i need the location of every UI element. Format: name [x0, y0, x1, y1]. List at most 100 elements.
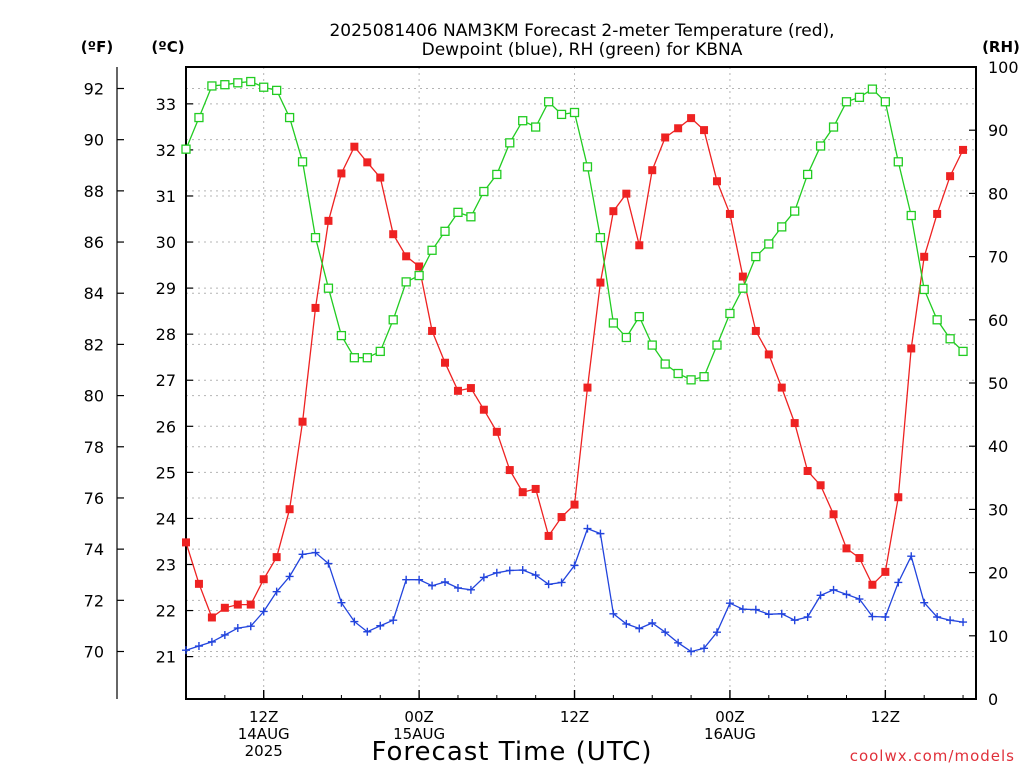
dewpoint-point: [453, 583, 462, 592]
fahrenheit-tick-label: 78: [84, 438, 104, 457]
fahrenheit-tick-label: 70: [84, 643, 104, 662]
series: [181, 76, 968, 656]
temperature-point: [596, 278, 605, 287]
rh-point: [608, 318, 619, 328]
x-tick-label: 12Z: [871, 708, 900, 726]
celsius-tick-label: 27: [156, 371, 176, 390]
rh-point: [647, 340, 657, 350]
rh-point: [919, 284, 929, 295]
rh-series: [181, 76, 968, 385]
fahrenheit-tick-label: 92: [84, 79, 104, 98]
x-axis-label: Forecast Time (UTC): [371, 737, 652, 767]
dewpoint-point: [855, 595, 864, 604]
dewpoint-point: [920, 598, 929, 607]
dewpoint-point: [583, 524, 592, 533]
temperature-point: [557, 513, 566, 522]
dewpoint-point: [868, 612, 877, 621]
dewpoint-point: [311, 548, 320, 557]
x-tick-label: 16AUG: [704, 725, 756, 743]
rh-point: [466, 212, 476, 222]
rh-point: [427, 245, 437, 255]
rh-point: [854, 92, 865, 102]
dewpoint-point: [738, 605, 747, 614]
temperature-point: [272, 553, 281, 562]
dewpoint-point: [596, 529, 605, 538]
x-tick-label: 12Z: [249, 708, 278, 726]
temperature-point: [182, 538, 190, 547]
rh-point: [362, 353, 372, 363]
dewpoint-point: [285, 572, 294, 581]
rh-unit-label: (RH): [982, 38, 1020, 56]
dewpoint-point: [933, 613, 942, 622]
temperature-point: [725, 209, 734, 218]
rh-point: [867, 84, 878, 94]
temperature-point: [738, 272, 747, 281]
temperature-point: [492, 427, 501, 436]
rh-point: [893, 157, 903, 167]
dewpoint-point: [700, 644, 709, 653]
rh-point: [181, 144, 191, 154]
temperature-point: [453, 386, 462, 395]
temperature-point: [907, 344, 916, 353]
temperature-point: [790, 419, 799, 428]
rh-tick-label: 100: [988, 58, 1019, 77]
chart-title: 2025081406 NAM3KM Forecast 2-meter Tempe…: [329, 21, 834, 41]
temperature-point: [842, 544, 851, 553]
dewpoint-point: [324, 559, 333, 568]
celsius-tick-label: 23: [156, 555, 176, 574]
temperature-point: [855, 554, 864, 563]
rh-tick-label: 70: [988, 248, 1008, 267]
dewpoint-point: [959, 618, 968, 627]
axes: 21 22 23 24 25 26 27 28 29 30 31 32 33 70 72 74 76 78 80 82…: [84, 58, 1019, 760]
dewpoint-point: [182, 646, 190, 655]
temperature-point: [609, 207, 618, 216]
temperature-point: [479, 405, 488, 414]
rh-point: [582, 162, 593, 172]
rh-point: [375, 346, 385, 357]
dewpoint-point: [518, 566, 527, 575]
celsius-unit-label: (ºC): [151, 38, 184, 56]
celsius-tick-label: 33: [156, 95, 176, 114]
temperature-point: [712, 177, 721, 186]
dewpoint-point: [415, 575, 424, 584]
temperature-point: [428, 326, 437, 335]
fahrenheit-tick-label: 80: [84, 387, 104, 406]
rh-tick-label: 50: [988, 374, 1008, 393]
temperature-point: [674, 124, 683, 133]
temperature-point: [415, 262, 424, 271]
dewpoint-point: [246, 622, 255, 631]
rh-point: [492, 169, 502, 180]
dewpoint-point: [207, 637, 216, 646]
rh-tick-label: 60: [988, 311, 1008, 330]
temperature-point: [324, 216, 333, 225]
temperature-point: [298, 417, 307, 426]
rh-point: [349, 353, 360, 363]
temperature-point: [894, 493, 903, 502]
dewpoint-point: [803, 613, 812, 622]
dewpoint-point: [842, 590, 851, 599]
rh-tick-label: 0: [988, 690, 998, 709]
temperature-point: [661, 133, 670, 142]
dewpoint-point: [337, 598, 346, 607]
fahrenheit-tick-label: 74: [84, 540, 104, 559]
rh-point: [543, 97, 554, 107]
x-tick-label: 15AUG: [393, 725, 445, 743]
fahrenheit-unit-label: (ºF): [81, 38, 113, 56]
rh-point: [401, 277, 411, 287]
temperature-point: [920, 252, 929, 261]
watermark: coolwx.com/models: [850, 747, 1015, 765]
temperature-point: [259, 575, 268, 584]
dewpoint-point: [389, 616, 398, 625]
celsius-tick-label: 28: [156, 325, 176, 344]
rh-point: [660, 359, 670, 369]
dewpoint-point: [479, 573, 488, 582]
dewpoint-point: [622, 619, 631, 628]
dewpoint-point: [609, 609, 618, 618]
dewpoint-point: [402, 575, 411, 584]
dewpoint-point: [363, 627, 372, 636]
temperature-point: [803, 466, 812, 475]
dewpoint-point: [570, 561, 579, 570]
dewpoint-point: [674, 638, 683, 647]
x-tick-label: 2025: [245, 742, 283, 760]
rh-tick-label: 80: [988, 184, 1008, 203]
